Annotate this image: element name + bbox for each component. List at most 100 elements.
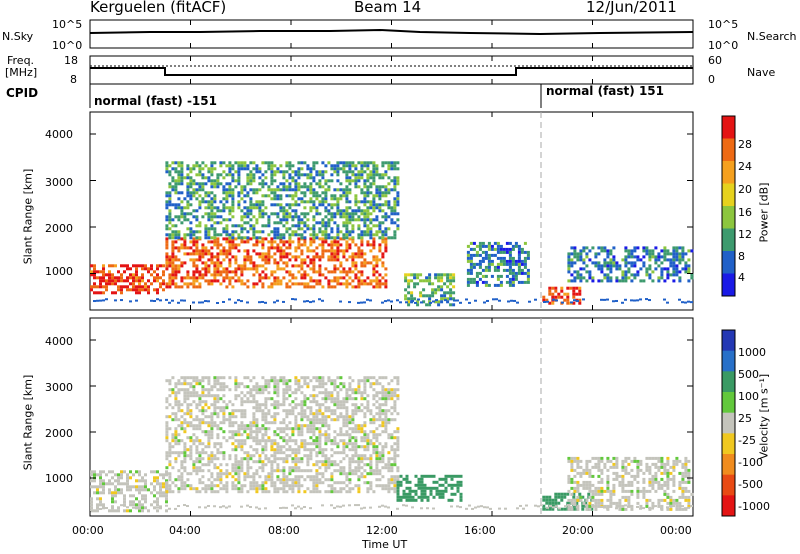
velocity-cell-1 [234,448,238,452]
power-cell-2 [189,170,193,174]
power-cell-2 [372,197,376,201]
velocity-cell-4 [591,495,595,499]
power-cell-1 [330,243,334,247]
power-cell-2 [210,215,214,219]
power-cell-2 [171,185,175,189]
power-cell-2 [375,218,379,222]
power-cell-0 [162,264,165,268]
velocity-cell-1 [378,454,382,458]
power-cell-1 [180,243,184,247]
velocity-cell-1 [369,439,373,443]
power-cell-1 [342,282,346,286]
power-cell-1 [210,261,214,265]
power-cell-3 [434,300,438,304]
power-cell-1 [342,249,346,253]
velocity-cell-0 [120,491,123,495]
power-cell-4 [469,265,473,269]
power-cell-1 [213,261,217,265]
velocity-cell-4 [591,492,595,496]
velocity-cell-1 [216,442,220,446]
velocity-cell-1 [273,460,277,464]
power-cell-2 [345,164,349,168]
power-cell-1 [372,258,376,262]
velocity-ytick-2000: 2000 [45,427,73,440]
velocity-cell-4 [585,504,589,508]
power-cell-1 [180,261,184,265]
power-cell-2 [345,200,349,204]
velocity-cell-2 [414,498,418,502]
velocity-cell-1 [171,436,175,440]
power-cell-1 [309,276,313,280]
power-cell-3 [416,300,420,304]
velocity-cell-1 [231,466,235,470]
power-cell-2 [207,167,211,171]
velocity-cell-1 [213,466,217,470]
velocity-cell-1 [354,451,358,455]
power-cell-2 [354,197,358,201]
power-cell-1 [381,282,385,286]
velocity-cell-1 [168,415,172,419]
velocity-cell-0 [129,509,132,513]
velocity-cell-1 [231,487,235,491]
power-cell-0 [111,264,114,268]
power-cell-4 [496,274,500,278]
velocity-cell-1 [270,379,274,383]
velocity-cell-2 [408,495,412,499]
velocity-cell-1 [186,436,190,440]
power-cell-1 [204,264,208,268]
velocity-cell-1 [195,427,199,431]
velocity-cell-1 [315,487,319,491]
power-cell-3 [407,279,411,283]
velocity-cell-1 [237,490,241,494]
power-ground-cell [258,301,261,304]
velocity-cell-1 [321,433,325,437]
velocity-cell-1 [183,481,187,485]
power-ground-cell [396,299,399,302]
power-ytick-2000: 2000 [45,222,73,235]
velocity-cell-1 [321,460,325,464]
power-ground-cell [465,298,468,301]
velocity-cell-1 [180,451,184,455]
power-cell-1 [225,252,229,256]
velocity-cell-4 [642,495,646,499]
x-axis-label: Time UT [362,538,408,551]
velocity-cell-1 [381,460,385,464]
power-cell-2 [168,209,172,213]
velocity-cell-0 [132,473,135,477]
velocity-cell-1 [351,388,355,392]
power-cell-1 [240,279,244,283]
velocity-cell-1 [381,403,385,407]
velocity-cell-1 [252,400,256,404]
power-cell-6 [630,264,634,268]
power-cell-2 [258,203,262,207]
power-cell-2 [243,215,247,219]
power-cell-3 [452,276,456,280]
power-cell-4 [484,274,488,278]
velocity-cell-3 [572,492,576,496]
power-cell-6 [639,279,643,283]
velocity-cell-1 [354,388,358,392]
power-cell-2 [318,200,322,204]
power-cell-2 [330,215,334,219]
power-cell-2 [378,236,382,240]
power-cell-1 [219,252,223,256]
velocity-cell-2 [444,486,448,490]
velocity-cell-1 [390,379,394,383]
velocity-cell-1 [252,406,256,410]
velocity-cell-1 [282,394,286,398]
power-cell-2 [366,179,370,183]
velocity-cell-1 [324,490,328,494]
velocity-cell-1 [192,424,196,428]
power-cell-6 [681,252,685,256]
power-cell-4 [478,277,482,281]
velocity-cell-1 [186,484,190,488]
velocity-cell-1 [324,454,328,458]
power-cell-0 [132,273,135,277]
velocity-cell-1 [270,415,274,419]
velocity-cell-1 [366,487,370,491]
power-cell-2 [186,218,190,222]
power-cell-2 [315,221,319,225]
power-cell-4 [478,241,482,245]
power-cell-2 [210,209,214,213]
velocity-cell-1 [348,442,352,446]
